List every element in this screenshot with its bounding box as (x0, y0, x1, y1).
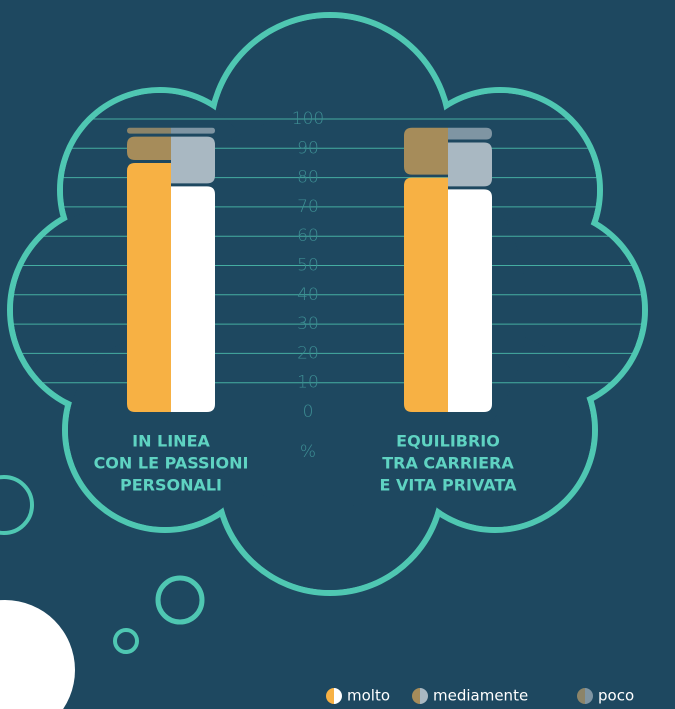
legend-swatch (420, 688, 428, 704)
legend-swatch (585, 688, 593, 704)
category-label: EQUILIBRIO (396, 432, 500, 451)
y-tick-label: 60 (297, 226, 319, 246)
legend-swatch (577, 688, 585, 704)
thought-bubble (113, 628, 139, 654)
bar-segment (448, 127, 492, 140)
y-tick-label: 90 (297, 138, 319, 158)
thought-bubble (155, 575, 205, 625)
grid (10, 118, 645, 384)
y-tick-label: 40 (297, 285, 319, 305)
bar-segment (171, 186, 215, 412)
y-tick-label: 0 (303, 402, 314, 422)
bar-segment (127, 136, 171, 160)
legend-swatch (334, 688, 342, 704)
category-label: TRA CARRIERA (382, 454, 514, 473)
y-unit: % (300, 442, 316, 462)
y-tick-label: 30 (297, 314, 319, 334)
legend-swatch (326, 688, 334, 704)
y-tick-label: 50 (297, 256, 319, 276)
bar-segment (127, 162, 171, 412)
y-tick-label: 70 (297, 197, 319, 217)
legend: molto mediamente poco (326, 687, 634, 705)
category-label: PERSONALI (120, 476, 222, 495)
category-label: E VITA PRIVATA (380, 476, 518, 495)
y-tick-label: 100 (292, 109, 324, 129)
bar-segment (448, 142, 492, 187)
bar-segment (171, 127, 215, 134)
bar-segment (404, 127, 448, 175)
bar-segment (171, 136, 215, 184)
legend-swatch (412, 688, 420, 704)
y-tick-label: 10 (297, 373, 319, 393)
y-tick-label: 20 (297, 343, 319, 363)
plot (127, 127, 492, 412)
bar-segment (448, 189, 492, 412)
decor-circle (0, 475, 34, 535)
legend-label: mediamente (433, 687, 528, 705)
legend-label: molto (347, 687, 390, 705)
legend-label: poco (598, 687, 634, 705)
y-tick-label: 80 (297, 168, 319, 188)
category-label: CON LE PASSIONI (94, 454, 249, 473)
decor-circle (0, 600, 75, 709)
category-label: IN LINEA (132, 432, 210, 451)
bar-segment (404, 177, 448, 412)
bar-segment (127, 127, 171, 134)
